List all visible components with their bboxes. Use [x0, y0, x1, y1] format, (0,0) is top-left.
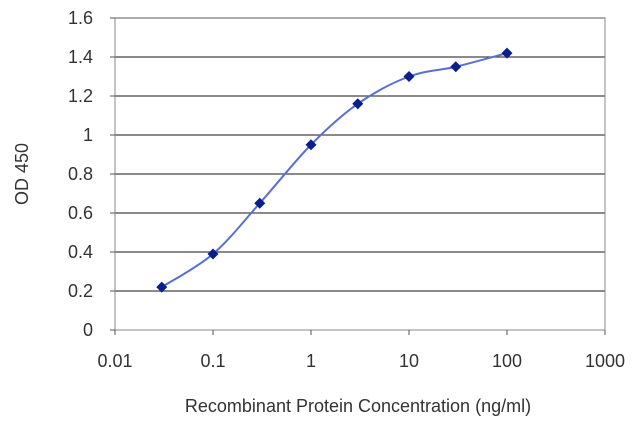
x-tick-label: 100: [492, 351, 522, 371]
data-point-marker: [254, 197, 266, 209]
data-point-marker: [207, 248, 219, 260]
y-axis-ticks: 0 0.2 0.4 0.6 0.8 1 1.2 1.4 1.6: [68, 8, 115, 340]
data-point-marker: [403, 71, 415, 82]
y-tick-label: 1.6: [68, 8, 93, 28]
data-point-marker: [450, 61, 462, 73]
data-point-marker: [501, 47, 513, 59]
y-tick-label: 1.4: [68, 47, 93, 67]
series-layer: [156, 47, 513, 293]
series-line: [161, 52, 508, 288]
data-point-marker: [352, 98, 364, 110]
x-tick-label: 1: [306, 351, 316, 371]
y-tick-label: 1.2: [68, 86, 93, 106]
x-tick-label: 1000: [585, 351, 625, 371]
x-axis-ticks: 0.01 0.1 1 10 100 1000: [97, 330, 625, 371]
gridlines: [115, 17, 605, 292]
y-tick-label: 0.2: [68, 281, 93, 301]
x-tick-label: 0.01: [97, 351, 132, 371]
x-tick-label: 0.1: [200, 351, 225, 371]
y-tick-label: 0: [83, 320, 93, 340]
y-tick-label: 1: [83, 125, 93, 145]
data-point-marker: [305, 139, 317, 151]
x-axis-title: Recombinant Protein Concentration (ng/ml…: [185, 396, 531, 416]
y-tick-label: 0.4: [68, 242, 93, 262]
y-tick-label: 0.6: [68, 203, 93, 223]
y-tick-label: 0.8: [68, 164, 93, 184]
x-tick-label: 10: [399, 351, 419, 371]
data-point-marker: [156, 281, 168, 293]
y-axis-title: OD 450: [12, 143, 32, 205]
